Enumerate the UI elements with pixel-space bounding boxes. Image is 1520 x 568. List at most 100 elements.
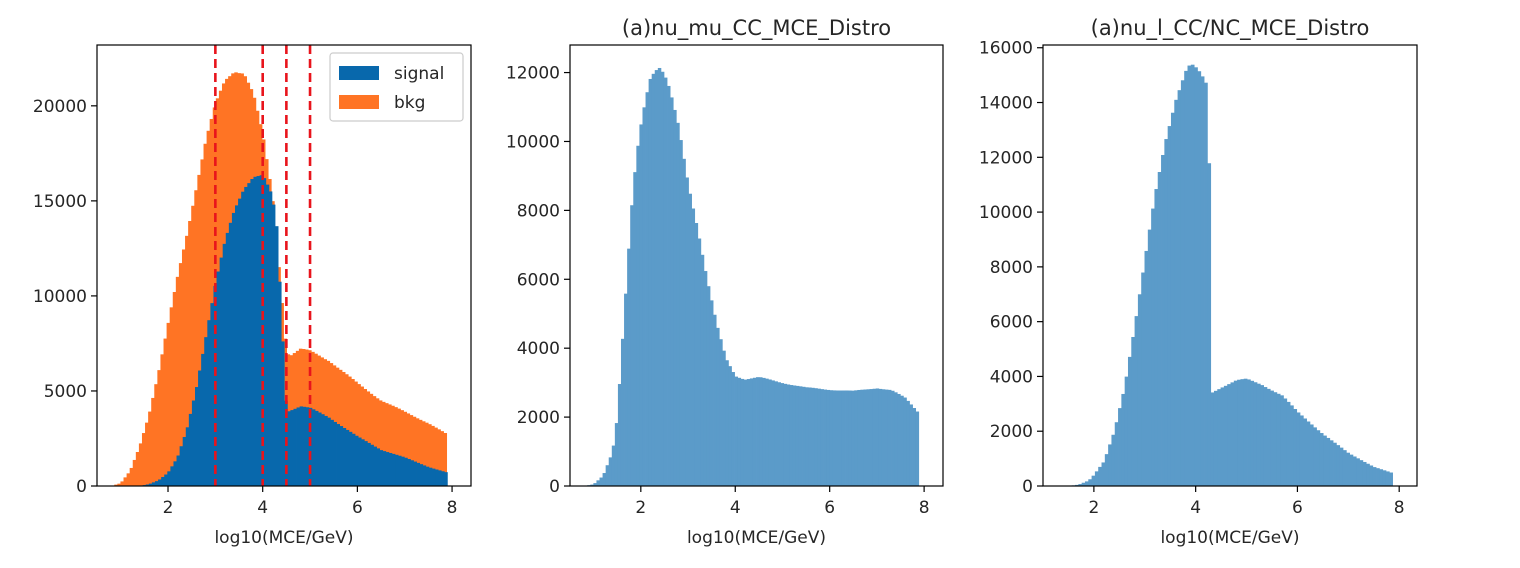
- histogram-bar-signal: [438, 470, 442, 486]
- histogram-bar: [667, 85, 671, 486]
- histogram-bar: [1385, 471, 1390, 486]
- y-tick-label: 14000: [979, 94, 1033, 114]
- histogram-bar: [620, 338, 625, 486]
- histogram-bar-signal: [410, 460, 414, 486]
- histogram-bar: [1220, 387, 1225, 486]
- histogram-bar-bkg: [375, 398, 380, 486]
- histogram-bar: [722, 350, 726, 486]
- histogram-bar-signal: [391, 453, 396, 486]
- histogram-bar: [1256, 383, 1261, 486]
- histogram-bar: [752, 377, 757, 486]
- histogram-bar: [1157, 172, 1162, 486]
- histogram-bar-signal: [395, 454, 399, 486]
- histogram-bar-signal: [401, 456, 405, 486]
- histogram-bar-bkg: [163, 338, 167, 486]
- histogram-bar: [1323, 435, 1327, 486]
- x-tick-label: 6: [352, 498, 363, 518]
- histogram-bar: [688, 193, 692, 486]
- histogram-bar: [1352, 456, 1357, 486]
- histogram-bar-signal: [259, 175, 264, 486]
- histogram-bar: [1313, 427, 1317, 486]
- histogram-bar: [820, 389, 824, 486]
- panel-nu-l-cc-nc: 2 4 6 8 0 2000 4000 6000 8000 10000 12000 14000 160…: [979, 16, 1418, 548]
- histogram-bar-signal: [170, 466, 174, 486]
- histogram-bar: [1084, 481, 1089, 486]
- histogram-bar-signal: [173, 461, 177, 486]
- histogram-bar-signal: [299, 406, 304, 486]
- x-axis-label: log10(MCE/GeV): [1160, 528, 1299, 548]
- histogram-bar: [624, 293, 628, 486]
- histogram-bar: [1376, 468, 1380, 486]
- histogram-bar-signal: [250, 179, 254, 486]
- histogram-bar: [1111, 434, 1116, 486]
- x-tick-label: 8: [1394, 498, 1405, 518]
- histogram-bar-bkg: [145, 422, 149, 486]
- histogram-bar-bkg: [169, 307, 174, 486]
- histogram-bar: [737, 377, 742, 486]
- histogram-bar-signal: [361, 439, 365, 486]
- x-tick-label: 8: [919, 498, 930, 518]
- y-tick-label: 0: [76, 477, 87, 497]
- histogram-bar: [685, 177, 689, 486]
- y-tick-label: 12000: [979, 148, 1033, 168]
- histogram-bar-bkg: [434, 427, 438, 486]
- histogram-bar: [903, 397, 907, 486]
- histogram-bar-signal: [330, 419, 334, 486]
- histogram-bar-signal: [287, 411, 291, 486]
- histogram-bar: [1379, 469, 1384, 486]
- histogram-bar-bkg: [391, 405, 395, 486]
- y-tick-label: 4000: [990, 367, 1033, 387]
- histogram-bar: [881, 389, 886, 486]
- histogram-bar-signal: [210, 303, 214, 486]
- x-tick-label: 2: [163, 498, 174, 518]
- y-tick-label: 2000: [517, 408, 560, 428]
- histogram-bar-signal: [225, 232, 230, 486]
- histogram-bar: [663, 77, 668, 486]
- histogram-bar: [823, 389, 828, 486]
- histogram-bar-signal: [364, 441, 368, 486]
- histogram-bar-signal: [351, 433, 356, 486]
- x-tick-label: 2: [1088, 498, 1099, 518]
- histogram-bar: [1260, 385, 1264, 486]
- x-axis-ticks: 2 4 6 8: [163, 486, 457, 518]
- histogram-bar-bkg: [117, 483, 121, 486]
- histogram-bar: [1134, 316, 1139, 486]
- histogram-bar: [1170, 112, 1175, 486]
- histogram-bar: [894, 392, 898, 486]
- histogram-bar-signal: [321, 414, 325, 486]
- histogram-bar: [734, 376, 739, 486]
- histogram-bar-bkg: [157, 370, 161, 486]
- histogram-bar: [1306, 421, 1311, 486]
- histogram-bar-bkg: [409, 415, 414, 486]
- histogram-bar: [1329, 440, 1334, 486]
- histogram-bar-signal: [373, 446, 377, 486]
- histogram-bar: [676, 122, 680, 486]
- histogram-bar: [897, 393, 901, 486]
- histogram-bar-bkg: [197, 174, 201, 486]
- histogram-bar: [691, 208, 696, 486]
- histogram-bar: [1154, 189, 1159, 486]
- histogram-bar: [811, 387, 815, 486]
- histogram-bar-bkg: [382, 401, 386, 486]
- histogram-bar: [814, 388, 818, 486]
- histogram-bar-bkg: [351, 379, 355, 486]
- histogram-bar-bkg: [209, 118, 214, 486]
- histogram-bar: [682, 158, 686, 486]
- histogram-bar: [1144, 250, 1149, 486]
- histogram-bar: [1094, 471, 1099, 486]
- histogram-bar: [1088, 479, 1092, 486]
- bars: [111, 72, 448, 486]
- histogram-bar: [706, 286, 711, 486]
- histogram-bar: [845, 390, 849, 486]
- histogram-bar-bkg: [135, 452, 140, 486]
- histogram-bar-signal: [333, 421, 337, 486]
- histogram-bar-bkg: [175, 276, 180, 486]
- histogram-bar: [660, 71, 665, 486]
- panel-signal-bkg: 2 4 6 8 0 5000 10000 15000 20000 log10(MCE/GeV)…: [33, 44, 472, 548]
- histogram-bar: [1299, 415, 1304, 486]
- plot-area: [1068, 64, 1393, 486]
- histogram-bar: [590, 484, 594, 486]
- histogram-bar-signal: [204, 337, 208, 486]
- histogram-bar: [777, 382, 781, 486]
- histogram-bar-signal: [293, 408, 297, 486]
